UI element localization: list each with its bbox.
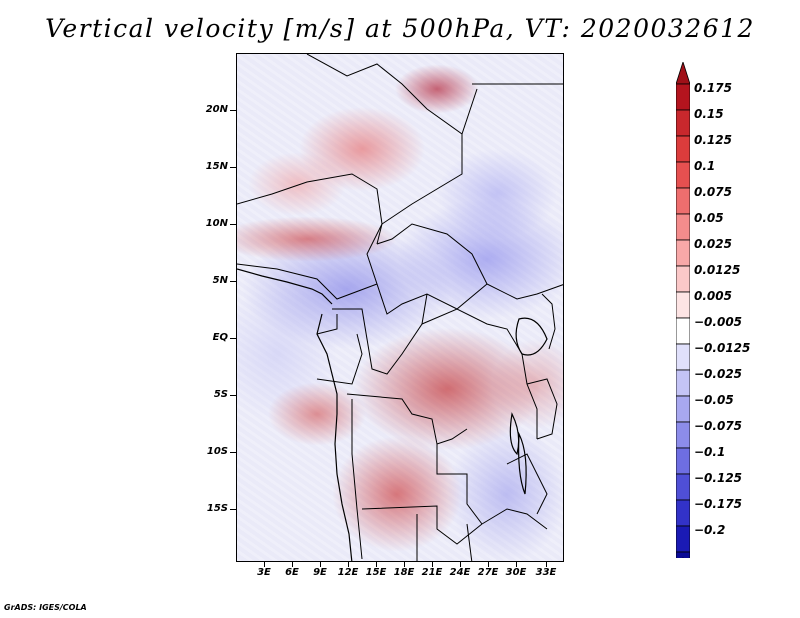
colorbar-label: −0.2 xyxy=(694,523,726,537)
lon-label-24e: 24E xyxy=(449,567,471,578)
colorbar-label: 0.125 xyxy=(694,133,732,147)
lon-tick xyxy=(404,562,405,567)
lon-tick xyxy=(348,562,349,567)
colorbar-swatch xyxy=(676,421,690,449)
lon-label-9e: 9E xyxy=(313,567,327,578)
country-borders xyxy=(237,54,563,561)
colorbar-label: 0.1 xyxy=(694,159,716,173)
colorbar-swatch xyxy=(676,473,690,501)
colorbar-swatch xyxy=(676,239,690,267)
colorbar-swatch xyxy=(676,265,690,293)
lon-label-12e: 12E xyxy=(337,567,359,578)
lat-tick xyxy=(230,452,236,453)
colorbar-label: 0.175 xyxy=(694,81,732,95)
colorbar-swatch xyxy=(676,343,690,371)
colorbar-label: 0.05 xyxy=(694,211,724,225)
colorbar-swatch xyxy=(676,135,690,163)
lon-tick xyxy=(546,562,547,567)
colorbar-label: −0.175 xyxy=(694,497,743,511)
lon-label-15e: 15E xyxy=(365,567,387,578)
lon-label-30e: 30E xyxy=(505,567,527,578)
colorbar-swatch xyxy=(676,161,690,189)
colorbar-swatch xyxy=(676,525,690,553)
lon-tick xyxy=(432,562,433,567)
colorbar-swatch xyxy=(676,551,690,558)
lat-label-20n: 20N xyxy=(205,104,228,115)
lat-label-10s: 10S xyxy=(206,446,228,457)
lat-label-15n: 15N xyxy=(205,161,228,172)
colorbar-label: 0.075 xyxy=(694,185,732,199)
colorbar-swatch xyxy=(676,395,690,423)
colorbar-label: −0.125 xyxy=(694,471,743,485)
colorbar-label: 0.0125 xyxy=(694,263,741,277)
lat-label-5n: 5N xyxy=(212,275,228,286)
colorbar-label: −0.0125 xyxy=(694,341,751,355)
colorbar-swatch xyxy=(676,187,690,215)
colorbar-label: −0.075 xyxy=(694,419,743,433)
footer-credit: GrADS: IGES/COLA xyxy=(4,603,87,612)
colorbar-swatch xyxy=(676,447,690,475)
lon-label-27e: 27E xyxy=(477,567,499,578)
colorbar-swatch xyxy=(676,317,690,345)
colorbar-label: 0.15 xyxy=(694,107,724,121)
lat-label-eq: EQ xyxy=(212,332,228,343)
lon-tick xyxy=(488,562,489,567)
colorbar-swatch xyxy=(676,291,690,319)
colorbar-label: −0.05 xyxy=(694,393,734,407)
lon-tick xyxy=(516,562,517,567)
colorbar-label: 0.025 xyxy=(694,237,732,251)
map-panel xyxy=(236,53,564,562)
colorbar-label: −0.005 xyxy=(694,315,743,329)
colorbar-swatch xyxy=(676,369,690,397)
lon-label-21e: 21E xyxy=(421,567,443,578)
colorbar-top-arrow xyxy=(676,62,690,85)
lon-tick xyxy=(460,562,461,567)
colorbar-swatch xyxy=(676,213,690,241)
lat-label-10n: 10N xyxy=(205,218,228,229)
lon-label-6e: 6E xyxy=(285,567,299,578)
lat-tick xyxy=(230,395,236,396)
colorbar-label: −0.1 xyxy=(694,445,726,459)
colorbar-label: 0.005 xyxy=(694,289,732,303)
lat-label-15s: 15S xyxy=(206,503,228,514)
lon-tick xyxy=(320,562,321,567)
chart-title: Vertical velocity [m/s] at 500hPa, VT: 2… xyxy=(45,14,755,43)
lat-tick xyxy=(230,167,236,168)
lon-label-33e: 33E xyxy=(535,567,557,578)
lat-tick xyxy=(230,224,236,225)
lat-tick xyxy=(230,110,236,111)
lon-tick xyxy=(292,562,293,567)
lat-tick xyxy=(230,509,236,510)
lon-label-18e: 18E xyxy=(393,567,415,578)
colorbar-label: −0.025 xyxy=(694,367,743,381)
lat-label-5s: 5S xyxy=(213,389,228,400)
colorbar xyxy=(676,62,690,558)
lon-tick xyxy=(376,562,377,567)
colorbar-swatch xyxy=(676,499,690,527)
lat-tick xyxy=(230,338,236,339)
lon-tick xyxy=(264,562,265,567)
colorbar-swatch xyxy=(676,83,690,111)
colorbar-swatch xyxy=(676,109,690,137)
lat-tick xyxy=(230,281,236,282)
lon-label-3e: 3E xyxy=(257,567,271,578)
